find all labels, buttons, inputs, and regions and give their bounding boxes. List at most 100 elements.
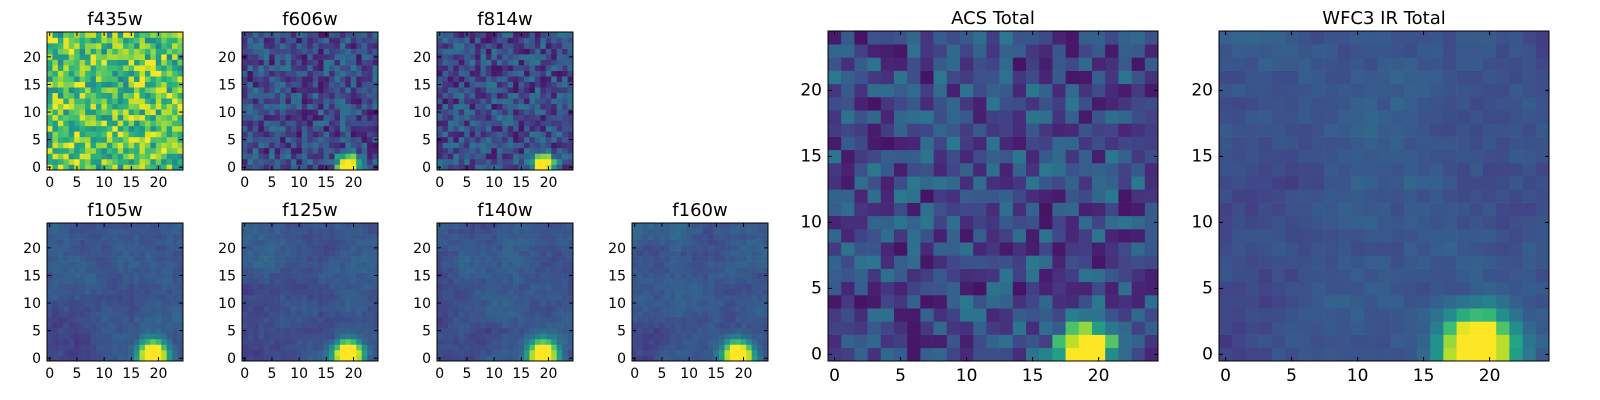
heatmap-cell (144, 267, 151, 273)
heatmap-cell (534, 272, 541, 279)
heatmap-cell (79, 59, 86, 66)
heatmap-cell (480, 59, 487, 66)
heatmap-cell (556, 120, 563, 127)
heatmap-cell (502, 59, 509, 66)
heatmap-cell (123, 316, 129, 323)
heatmap-cell (47, 234, 53, 240)
heatmap-cell (475, 344, 481, 351)
heatmap-cell (57, 70, 64, 77)
heatmap-cell (367, 338, 373, 345)
heatmap-cell (74, 283, 80, 290)
heatmap-cell (106, 267, 113, 273)
heatmap-cell (562, 76, 568, 82)
heatmap-cell (1039, 242, 1053, 256)
heatmap-cell (513, 153, 519, 160)
heatmap-cell (1118, 308, 1132, 322)
heatmap-cell (101, 250, 108, 257)
heatmap-cell (350, 228, 357, 235)
heatmap-cell (301, 338, 308, 345)
heatmap-cell (74, 294, 80, 301)
heatmap-cell (469, 267, 476, 273)
heatmap-cell (757, 245, 763, 251)
heatmap-cell (372, 278, 379, 285)
heatmap-cell (664, 223, 671, 229)
heatmap-cell (1012, 229, 1027, 243)
heatmap-cell (123, 98, 129, 105)
heatmap-cell (367, 234, 373, 240)
heatmap-cell (68, 300, 75, 307)
heatmap-cell (334, 239, 341, 246)
heatmap-cell (740, 338, 747, 345)
heatmap-cell (540, 125, 547, 132)
heatmap-cell (134, 158, 140, 165)
heatmap-cell (464, 272, 470, 279)
heatmap-cell (491, 147, 498, 154)
heatmap-cell (469, 98, 476, 105)
heatmap-cell (653, 344, 660, 351)
heatmap-cell (529, 59, 536, 66)
heatmap-cell (686, 338, 693, 345)
heatmap-cell (247, 333, 254, 340)
heatmap-cell (345, 114, 352, 121)
y-tick-label: 0 (32, 351, 41, 367)
heatmap-cell (659, 305, 665, 312)
heatmap-cell (475, 109, 481, 116)
heatmap-cell (68, 250, 75, 257)
heatmap-cell (545, 245, 552, 251)
heatmap-cell (318, 153, 324, 160)
heatmap-cell (339, 289, 346, 296)
heatmap-cell (356, 250, 362, 257)
heatmap-cell (123, 158, 129, 165)
heatmap-cell (269, 245, 275, 251)
heatmap-cell (551, 98, 557, 105)
heatmap-cell (491, 283, 498, 290)
heatmap-cell (545, 322, 552, 329)
panel-title: f140w (477, 200, 532, 221)
heatmap-cell (729, 228, 736, 235)
heatmap-cell (1131, 215, 1146, 230)
heatmap-cell (285, 48, 292, 55)
heatmap-cell (252, 37, 259, 44)
heatmap-cell (274, 239, 281, 246)
heatmap-cell (1065, 308, 1080, 322)
heatmap-cell (101, 81, 108, 88)
heatmap-cell (134, 355, 140, 362)
heatmap-cell (729, 234, 736, 240)
heatmap-cell (659, 322, 665, 329)
heatmap-cell (166, 142, 173, 149)
heatmap-cell (545, 278, 552, 285)
heatmap-cell (960, 281, 974, 296)
heatmap-cell (301, 48, 308, 55)
heatmap-cell (513, 239, 519, 246)
heatmap-cell (274, 32, 281, 38)
heatmap-cell (442, 109, 449, 116)
heatmap-cell (1078, 321, 1093, 335)
heatmap-cell (729, 338, 736, 345)
heatmap-cell (480, 87, 487, 94)
heatmap-cell (691, 322, 698, 329)
heatmap-cell (437, 76, 443, 82)
heatmap-cell (933, 215, 948, 230)
heatmap-cell (117, 338, 124, 345)
heatmap-cell (263, 76, 270, 82)
heatmap-cell (507, 355, 514, 362)
heatmap-cell (518, 311, 525, 318)
heatmap-cell (90, 70, 97, 77)
heatmap-cell (367, 294, 373, 301)
heatmap-cell (95, 256, 102, 262)
heatmap-cell (999, 281, 1014, 296)
heatmap-cell (1052, 189, 1066, 203)
heatmap-cell (301, 54, 308, 60)
heatmap-cell (524, 333, 530, 340)
heatmap-cell (269, 109, 275, 116)
heatmap-cell (112, 355, 119, 362)
heatmap-cell (285, 349, 292, 356)
heatmap-cell (128, 48, 135, 55)
heatmap-cell (334, 355, 341, 362)
heatmap-cell (301, 316, 308, 323)
heatmap-cell (117, 48, 124, 55)
heatmap-cell (372, 32, 379, 38)
heatmap-cell (496, 32, 503, 38)
heatmap-cell (63, 267, 70, 273)
